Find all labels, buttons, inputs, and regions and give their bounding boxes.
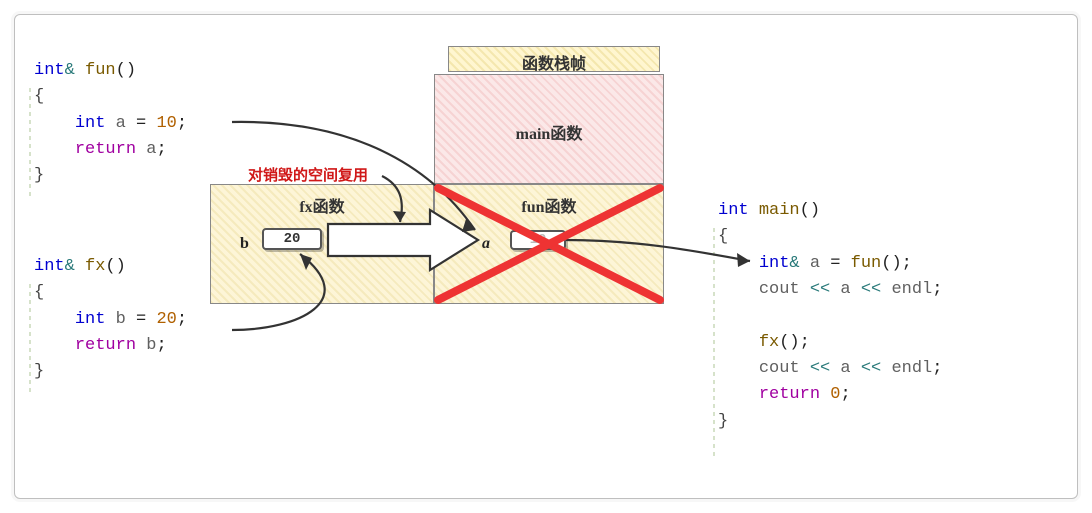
fn-name: fx bbox=[85, 257, 105, 276]
semi2: ; bbox=[156, 336, 166, 355]
brace-close: } bbox=[34, 166, 44, 185]
call-fx: fx bbox=[759, 333, 779, 352]
code-main: int main() { int& a = fun(); cout << a <… bbox=[718, 198, 942, 435]
semi1: ; bbox=[177, 310, 187, 329]
op1: << bbox=[810, 280, 830, 299]
brace-close: } bbox=[718, 412, 728, 431]
fn-main: main bbox=[759, 201, 800, 220]
code-fun: int& fun() { int a = 10; return a; } bbox=[34, 58, 187, 190]
a2: a bbox=[830, 359, 861, 378]
stack-header-label: 函数栈帧 bbox=[449, 50, 659, 74]
fun-var-value: 10 bbox=[510, 230, 566, 250]
annotation-reuse: 对销毁的空间复用 bbox=[248, 164, 368, 185]
brace-open: { bbox=[34, 87, 44, 106]
paren3: () bbox=[779, 333, 799, 352]
id-b: b bbox=[116, 310, 126, 329]
main-box-label: main函数 bbox=[435, 120, 663, 144]
brace-open: { bbox=[34, 283, 44, 302]
semi4: ; bbox=[932, 359, 942, 378]
kw-int: int bbox=[34, 257, 65, 276]
brace-close: } bbox=[34, 362, 44, 381]
fun-box-label: fun函数 bbox=[435, 193, 663, 217]
sp bbox=[820, 385, 830, 404]
kw-int2: int bbox=[75, 114, 106, 133]
op3: << bbox=[810, 359, 830, 378]
eq: = bbox=[126, 114, 157, 133]
paren2: () bbox=[881, 254, 901, 273]
semi: ; bbox=[902, 254, 912, 273]
stack-header: 函数栈帧 bbox=[448, 46, 660, 72]
fun-var-name: a bbox=[482, 235, 490, 253]
id-a: a bbox=[116, 114, 126, 133]
a: a bbox=[830, 280, 861, 299]
eq: = bbox=[126, 310, 157, 329]
call-fun: fun bbox=[840, 254, 881, 273]
num10: 10 bbox=[156, 114, 176, 133]
amp: & bbox=[65, 257, 75, 276]
paren: () bbox=[105, 257, 125, 276]
semi2: ; bbox=[932, 280, 942, 299]
fn-name: fun bbox=[85, 61, 116, 80]
semi1: ; bbox=[177, 114, 187, 133]
fx-var-value: 20 bbox=[262, 228, 322, 250]
ret: return bbox=[75, 336, 136, 355]
num0: 0 bbox=[830, 385, 840, 404]
endl2: endl bbox=[881, 359, 932, 378]
endl: endl bbox=[881, 280, 932, 299]
main-stack-box: main函数 bbox=[434, 74, 664, 184]
fx-box-label: fx函数 bbox=[211, 193, 433, 217]
kw-int: int bbox=[34, 61, 65, 80]
fx-var-name: b bbox=[240, 235, 249, 253]
kw-int2: int bbox=[75, 310, 106, 329]
amp: & bbox=[789, 254, 799, 273]
eq: = bbox=[830, 254, 840, 273]
paren: () bbox=[800, 201, 820, 220]
ret: return bbox=[75, 140, 136, 159]
semi2: ; bbox=[156, 140, 166, 159]
cout: cout bbox=[759, 280, 810, 299]
kw-int: int bbox=[718, 201, 749, 220]
id-a: a bbox=[800, 254, 831, 273]
semi3: ; bbox=[800, 333, 810, 352]
semi5: ; bbox=[840, 385, 850, 404]
code-fx: int& fx() { int b = 20; return b; } bbox=[34, 254, 187, 386]
kw-int2: int bbox=[759, 254, 790, 273]
cout2: cout bbox=[759, 359, 810, 378]
ret-b: b bbox=[136, 336, 156, 355]
diagram-canvas: int& fun() { int a = 10; return a; } int… bbox=[0, 0, 1092, 513]
amp: & bbox=[65, 61, 75, 80]
op2: << bbox=[861, 280, 881, 299]
ret-a: a bbox=[136, 140, 156, 159]
ret: return bbox=[759, 385, 820, 404]
paren: () bbox=[116, 61, 136, 80]
op4: << bbox=[861, 359, 881, 378]
brace-open: { bbox=[718, 227, 728, 246]
num20: 20 bbox=[156, 310, 176, 329]
